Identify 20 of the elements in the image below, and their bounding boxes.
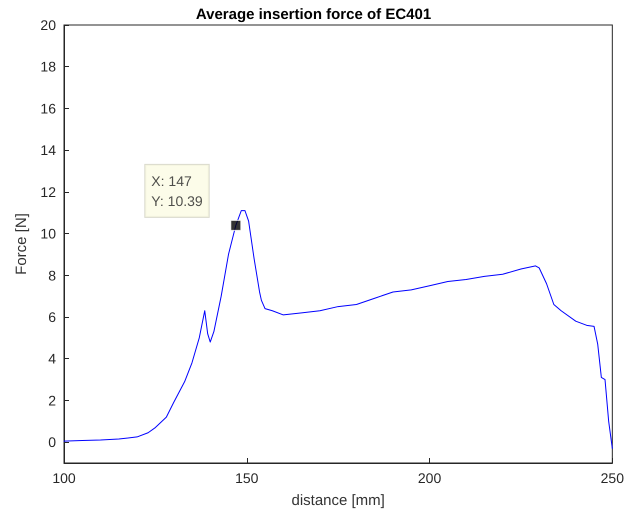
y-tick-label: 20 [40, 17, 56, 33]
x-tick-label: 150 [235, 470, 259, 486]
annotation: X: 147 Y: 10.39 [151, 172, 203, 209]
y-tick-label: 16 [40, 100, 56, 116]
y-tick-label: 14 [40, 142, 56, 158]
y-tick-label: 4 [48, 350, 56, 367]
y-tick-label: 8 [48, 267, 56, 284]
x-tick-label: 200 [418, 470, 442, 486]
chart-title: Average insertion force of EC401 [196, 6, 432, 23]
y-tick-label: 2 [48, 392, 56, 408]
x-tick-label: 250 [600, 470, 624, 486]
y-tick-label: 12 [40, 184, 56, 200]
y-tick-label: 10 [40, 226, 56, 242]
y-tick-label: 18 [40, 58, 56, 75]
y-axis-title: Force [N] [13, 213, 30, 275]
x-tick-label: 100 [52, 470, 76, 486]
y-tick-label: 6 [48, 309, 56, 325]
y-tick-label: 0 [48, 434, 56, 450]
x-axis-title: distance [mm] [291, 492, 385, 509]
line-series [64, 210, 613, 449]
